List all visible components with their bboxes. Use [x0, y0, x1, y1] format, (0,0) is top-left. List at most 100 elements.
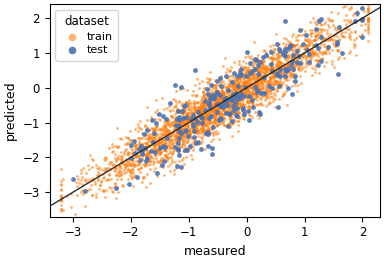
test — [183, 128, 189, 132]
train — [305, 46, 311, 50]
train — [227, 123, 233, 127]
train — [207, 118, 213, 122]
train — [319, 56, 325, 60]
train — [210, 94, 216, 98]
train — [254, 79, 260, 83]
train — [245, 77, 251, 81]
train — [247, 81, 253, 86]
train — [164, 120, 170, 124]
train — [293, 38, 299, 42]
train — [227, 69, 233, 73]
train — [146, 134, 152, 138]
train — [245, 70, 252, 74]
train — [159, 132, 166, 136]
test — [215, 118, 222, 122]
train — [177, 122, 183, 126]
test — [208, 83, 214, 87]
train — [242, 103, 248, 107]
test — [221, 97, 227, 101]
test — [174, 117, 180, 121]
train — [209, 107, 215, 111]
train — [131, 163, 137, 168]
train — [240, 89, 246, 94]
train — [201, 105, 207, 110]
test — [214, 79, 220, 83]
train — [224, 108, 230, 113]
train — [233, 90, 239, 94]
train — [206, 93, 212, 97]
train — [101, 175, 107, 179]
train — [246, 109, 252, 113]
train — [336, 24, 342, 28]
train — [169, 142, 175, 146]
train — [112, 156, 118, 160]
train — [150, 141, 156, 145]
train — [280, 53, 286, 57]
train — [156, 127, 162, 131]
train — [112, 181, 118, 185]
train — [218, 97, 224, 102]
train — [241, 65, 247, 69]
train — [285, 78, 291, 82]
train — [227, 74, 233, 79]
train — [199, 101, 205, 105]
train — [216, 93, 222, 97]
train — [147, 162, 154, 166]
train — [204, 133, 210, 137]
train — [270, 57, 276, 61]
train — [199, 114, 205, 118]
train — [268, 88, 274, 92]
train — [287, 66, 293, 70]
train — [156, 117, 162, 122]
train — [135, 125, 141, 129]
train — [224, 91, 230, 95]
train — [176, 117, 182, 122]
train — [310, 51, 316, 55]
train — [267, 76, 273, 80]
train — [107, 168, 113, 172]
train — [210, 112, 217, 117]
train — [246, 72, 252, 76]
test — [229, 80, 235, 84]
train — [132, 142, 138, 146]
train — [174, 139, 180, 143]
train — [240, 85, 246, 89]
train — [78, 177, 84, 182]
train — [128, 163, 134, 167]
train — [218, 102, 224, 107]
train — [233, 103, 239, 107]
train — [124, 167, 131, 171]
train — [163, 137, 169, 141]
test — [209, 146, 215, 150]
train — [136, 145, 142, 149]
train — [198, 141, 204, 145]
train — [300, 51, 306, 55]
train — [206, 91, 212, 95]
train — [219, 95, 225, 100]
train — [120, 184, 126, 188]
train — [237, 78, 243, 83]
train — [227, 101, 233, 106]
train — [365, 15, 371, 20]
train — [199, 124, 205, 128]
train — [236, 76, 242, 80]
train — [152, 166, 158, 171]
train — [291, 42, 298, 47]
train — [284, 103, 290, 108]
train — [187, 106, 193, 110]
train — [262, 72, 268, 76]
train — [239, 86, 245, 91]
train — [187, 115, 193, 119]
train — [233, 87, 239, 91]
train — [248, 85, 254, 89]
train — [313, 44, 319, 48]
train — [255, 59, 262, 63]
train — [329, 37, 335, 41]
train — [196, 114, 202, 118]
train — [351, 11, 357, 15]
train — [182, 144, 188, 148]
train — [269, 61, 275, 65]
train — [143, 127, 149, 131]
train — [215, 100, 221, 105]
train — [226, 95, 232, 99]
